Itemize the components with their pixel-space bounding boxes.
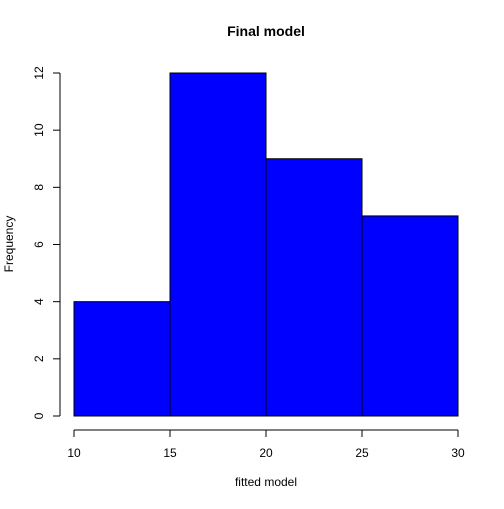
x-axis-label: fitted model — [235, 475, 297, 489]
y-tick-label: 4 — [32, 298, 46, 305]
x-tick-label: 30 — [451, 446, 465, 460]
y-axis-label: Frequency — [2, 216, 16, 273]
histogram-bar-1 — [169, 72, 267, 417]
x-tick-label: 10 — [67, 446, 81, 460]
histogram-bar-3 — [361, 215, 459, 417]
y-tick-label: 12 — [32, 66, 46, 80]
y-tick-label: 0 — [32, 412, 46, 419]
y-tick-label: 10 — [32, 123, 46, 137]
x-tick-label: 15 — [163, 446, 177, 460]
histogram-bar-2 — [265, 158, 363, 417]
y-tick-label: 2 — [32, 355, 46, 362]
y-tick-label: 6 — [32, 241, 46, 248]
chart-title: Final model — [227, 23, 305, 39]
y-tick-label: 8 — [32, 184, 46, 191]
y-axis: 0 2 4 6 8 10 12 — [32, 66, 61, 419]
x-axis: 10 15 20 25 30 — [67, 429, 465, 460]
bars-group — [73, 72, 459, 417]
x-tick-label: 20 — [259, 446, 273, 460]
histogram-bar-0 — [73, 301, 171, 417]
x-tick-label: 25 — [355, 446, 369, 460]
